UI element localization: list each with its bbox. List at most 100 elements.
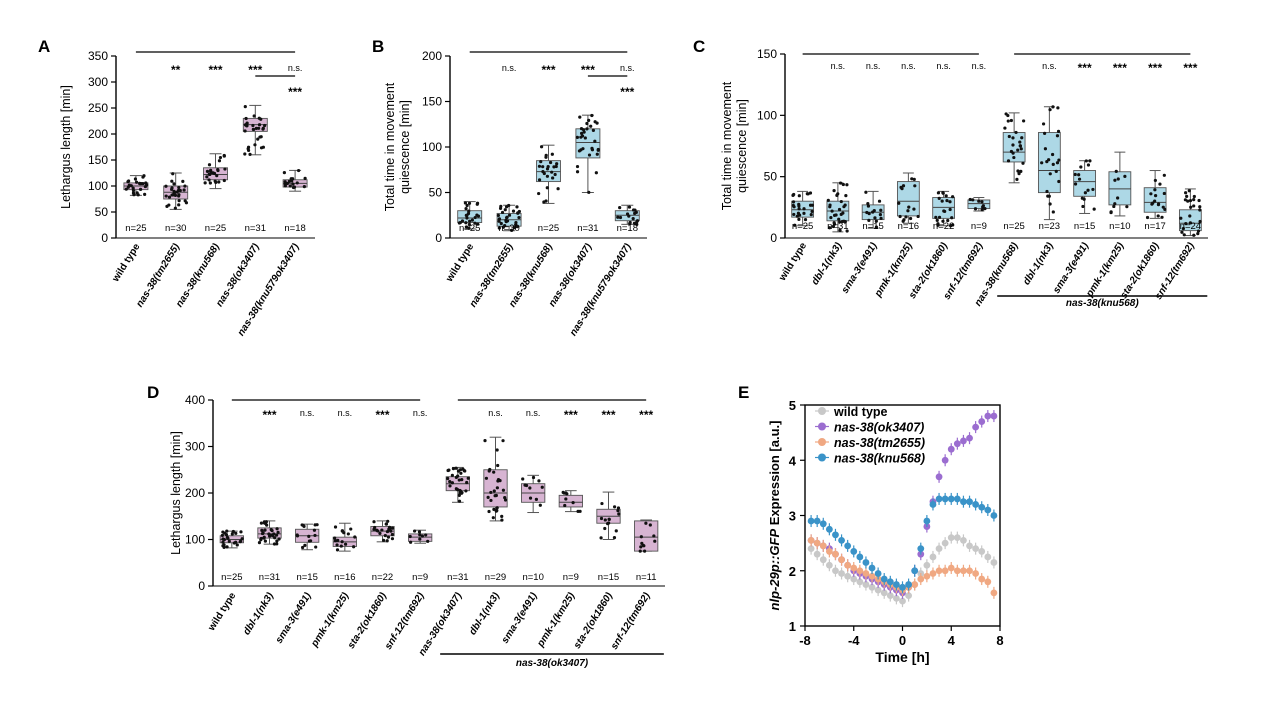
y-tick-label: 300: [88, 75, 108, 89]
data-point: [170, 193, 174, 197]
series-point: [893, 581, 900, 588]
data-point: [230, 532, 234, 536]
data-point: [221, 544, 225, 548]
data-point: [1080, 196, 1084, 200]
data-point: [450, 481, 454, 485]
series-point: [941, 539, 949, 547]
significance-label: n.s.: [972, 61, 987, 71]
data-point: [209, 168, 213, 172]
data-point: [1185, 194, 1189, 199]
data-point: [417, 530, 422, 534]
significance-label: ***: [564, 408, 578, 422]
data-point: [251, 127, 255, 131]
data-point: [1051, 152, 1055, 157]
data-point: [1197, 198, 1201, 203]
series-point: [838, 570, 845, 577]
series-point: [838, 556, 845, 564]
data-point: [797, 217, 801, 221]
series-point: [941, 495, 949, 503]
data-point: [257, 541, 262, 545]
series-point: [953, 534, 961, 541]
series-point: [960, 498, 967, 506]
data-point: [467, 201, 472, 205]
series-point: [960, 536, 967, 544]
legend-swatch: [818, 422, 826, 431]
data-point: [1112, 204, 1116, 209]
data-point: [944, 194, 948, 198]
data-point: [217, 159, 222, 163]
data-point: [595, 121, 599, 125]
data-point: [874, 225, 879, 229]
data-point: [259, 521, 264, 525]
data-point: [289, 177, 293, 181]
data-point: [1073, 172, 1077, 177]
data-point: [456, 469, 461, 473]
data-point: [614, 529, 618, 533]
data-point: [172, 182, 176, 186]
data-point: [457, 221, 462, 225]
n-label: n=25: [1003, 221, 1024, 232]
data-point: [616, 215, 620, 219]
data-point: [225, 545, 229, 549]
data-point: [912, 177, 916, 181]
data-point: [802, 207, 806, 211]
data-point: [167, 195, 172, 199]
data-point: [937, 196, 941, 201]
box: [1002, 132, 1026, 163]
data-point: [222, 154, 226, 158]
data-point: [454, 487, 458, 491]
series-point: [850, 564, 858, 572]
data-point: [1048, 108, 1052, 112]
data-point: [1156, 214, 1160, 218]
data-point: [838, 220, 842, 224]
data-point: [618, 206, 622, 210]
data-point: [1051, 210, 1055, 214]
n-label: n=25: [125, 223, 146, 234]
data-point: [916, 214, 920, 219]
data-point: [1179, 216, 1183, 220]
series-point: [966, 434, 973, 442]
data-point: [599, 516, 604, 521]
data-point: [1196, 229, 1201, 233]
data-point: [349, 527, 353, 531]
data-point: [487, 509, 491, 514]
series-point: [893, 594, 900, 602]
data-point: [1116, 177, 1120, 181]
data-point: [1162, 173, 1166, 177]
x-tick-label: 4: [948, 633, 956, 648]
data-point: [454, 466, 458, 470]
data-point: [208, 172, 212, 177]
data-point: [1198, 205, 1202, 209]
data-point: [830, 209, 834, 213]
data-point: [941, 190, 945, 195]
data-point: [243, 152, 247, 156]
y-tick-label: 300: [185, 440, 205, 454]
data-point: [500, 210, 505, 215]
data-point: [372, 527, 376, 531]
data-point: [879, 216, 883, 220]
data-point: [248, 152, 252, 156]
data-point: [841, 211, 845, 215]
data-point: [1017, 172, 1021, 176]
data-point: [564, 491, 568, 495]
data-point: [1156, 203, 1161, 207]
data-point: [1056, 106, 1060, 110]
data-point: [244, 116, 248, 121]
series-point: [880, 575, 888, 583]
data-point: [470, 218, 474, 222]
data-point: [539, 145, 544, 149]
series-point: [953, 567, 961, 575]
data-point: [1003, 126, 1007, 130]
series-point: [874, 570, 882, 577]
data-point: [496, 463, 500, 468]
series-point: [923, 561, 931, 569]
data-point: [333, 536, 337, 540]
panel-letter: C: [693, 37, 705, 56]
series-point: [947, 564, 955, 572]
data-point: [275, 533, 279, 537]
series-point: [844, 572, 852, 580]
data-point: [208, 181, 212, 185]
data-point: [639, 545, 643, 549]
data-point: [1018, 144, 1022, 148]
data-point: [243, 129, 247, 133]
